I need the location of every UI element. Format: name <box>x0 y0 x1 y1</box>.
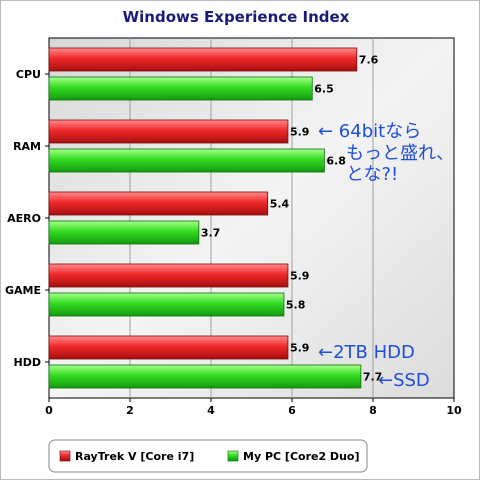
category-label-hdd: HDD <box>14 356 41 369</box>
bar-ram-series-0 <box>48 119 289 144</box>
x-axis-ticks: 0 2 4 6 8 10 <box>45 398 462 417</box>
bar-ram-series-1 <box>48 148 325 173</box>
value-label-game-series-1: 5.8 <box>286 299 306 312</box>
annotations: ← 64bitなら もっと盛れ、 とな?! ←2TB HDD ←SSD <box>318 121 460 391</box>
legend: RayTrek V [Core i7] My PC [Core2 Duo] <box>48 439 368 473</box>
category-label-ram: RAM <box>13 140 41 153</box>
category-label-cpu: CPU <box>16 68 41 81</box>
bar-game-series-0 <box>48 263 289 288</box>
bar-cpu-series-1 <box>48 76 313 101</box>
x-tick-label-0: 0 <box>45 404 53 417</box>
annotation-64bit-line-2: もっと盛れ、 <box>346 143 454 164</box>
legend-label-mypc: My PC [Core2 Duo] <box>243 450 359 463</box>
value-label-cpu-series-0: 7.6 <box>359 54 379 67</box>
bar-game-series-1 <box>48 292 285 317</box>
x-tick-label-3: 6 <box>288 404 296 417</box>
chart-title: Windows Experience Index <box>123 8 350 26</box>
value-label-ram-series-1: 6.8 <box>326 155 346 168</box>
bar-hdd-series-0 <box>48 335 289 360</box>
value-label-aero-series-1: 3.7 <box>201 227 221 240</box>
x-tick-label-4: 8 <box>369 404 377 417</box>
x-tick-label-2: 4 <box>207 404 215 417</box>
bar-value-labels: 7.6 6.5 5.9 6.8 5.4 3.7 5.9 5.8 5.9 7.7 <box>201 54 383 384</box>
annotation-ssd: ←SSD <box>378 370 430 391</box>
value-label-aero-series-0: 5.4 <box>270 198 290 211</box>
bar-aero-series-0 <box>48 191 269 216</box>
value-label-ram-series-0: 5.9 <box>290 126 310 139</box>
value-label-hdd-series-0: 5.9 <box>290 342 310 355</box>
legend-box <box>48 439 368 473</box>
x-tick-label-5: 10 <box>446 404 462 417</box>
legend-swatch-raytrek <box>59 450 71 462</box>
bar-hdd-series-1 <box>48 364 362 389</box>
x-tick-label-1: 2 <box>126 404 134 417</box>
annotation-2tb-hdd: ←2TB HDD <box>318 342 415 363</box>
value-label-game-series-0: 5.9 <box>290 270 310 283</box>
category-labels: CPU RAM AERO GAME HDD <box>5 68 49 369</box>
category-label-game: GAME <box>5 284 41 297</box>
annotation-64bit-line-3: とな?! <box>346 164 398 185</box>
value-label-cpu-series-1: 6.5 <box>314 83 334 96</box>
bar-cpu-series-0 <box>48 47 358 72</box>
legend-label-raytrek: RayTrek V [Core i7] <box>75 450 194 463</box>
bars <box>48 47 362 389</box>
category-label-aero: AERO <box>7 212 41 225</box>
annotation-64bit: ← 64bitなら もっと盛れ、 とな?! <box>318 121 460 185</box>
annotation-64bit-line-1: ← 64bitなら <box>318 121 421 142</box>
value-label-hdd-series-1: 7.7 <box>363 371 383 384</box>
legend-swatch-mypc <box>227 450 239 462</box>
bar-aero-series-1 <box>48 220 200 245</box>
